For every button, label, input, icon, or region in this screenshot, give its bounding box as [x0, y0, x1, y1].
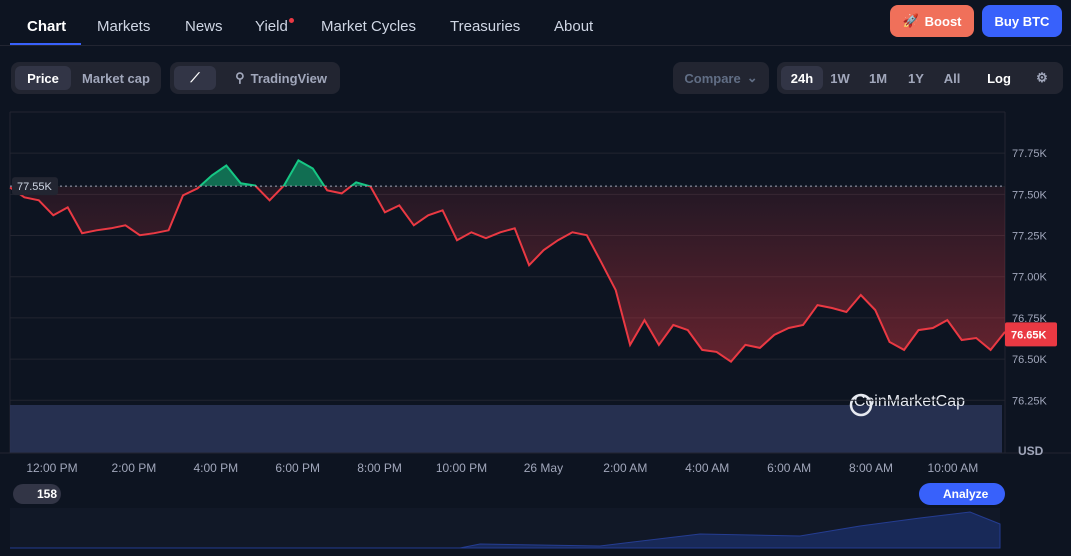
analyze-button[interactable]: [919, 483, 1005, 505]
marketcap-button[interactable]: Market cap: [82, 70, 150, 86]
line-button[interactable]: ⟋: [174, 66, 216, 90]
volume-area: [10, 405, 1002, 453]
x-tick-label: 8:00 AM: [849, 461, 893, 475]
chart-type: ⟋ ⚲ TradingView: [170, 62, 340, 94]
boost-button[interactable]: 🚀 Boost: [890, 5, 974, 37]
range-group: 24h 1W 1M 1Y All Log ⚙: [777, 62, 1063, 94]
tab-underline: [10, 43, 81, 45]
x-tick-label: 4:00 AM: [685, 461, 729, 475]
new-dot: [288, 18, 294, 23]
tradingview-button[interactable]: ⚲ TradingView: [235, 70, 327, 86]
price-toggle: Price Market cap: [11, 62, 161, 94]
compare-button[interactable]: Compare ⌄: [673, 62, 769, 94]
x-tick-label: 8:00 PM: [357, 461, 402, 475]
range-button[interactable]: 24h: [781, 66, 823, 90]
divider: [0, 45, 1071, 46]
badge: [13, 484, 61, 504]
y-tick-label: 76.25K: [1012, 395, 1048, 407]
x-tick-label: 6:00 PM: [275, 461, 320, 475]
y-tick-label: 77.00K: [1012, 272, 1048, 284]
range-button[interactable]: 1M: [868, 70, 888, 86]
settings-button[interactable]: ⚙: [1036, 70, 1048, 85]
last-price-box: [1005, 322, 1057, 347]
y-tick-label: 77.50K: [1012, 189, 1048, 201]
y-tick-label: 77.25K: [1012, 231, 1048, 243]
log-button[interactable]: Log: [987, 70, 1011, 86]
boost-label: Boost: [924, 13, 962, 29]
reference-label: 77.55K: [17, 181, 53, 193]
watermark-logo: [849, 393, 873, 417]
range-button[interactable]: All: [943, 70, 961, 86]
x-tick-label: 2:00 PM: [112, 461, 157, 475]
badge-label: 158: [37, 487, 57, 501]
watermark: CoinMarketCap: [854, 393, 965, 410]
compare-label: Compare ⌄: [684, 70, 758, 86]
nav-tab[interactable]: Treasuries: [450, 18, 521, 35]
nav-tab[interactable]: About: [554, 18, 594, 35]
nav-tab[interactable]: Market Cycles: [321, 18, 417, 35]
x-tick-label: 26 May: [524, 461, 563, 475]
tradingview-label: TradingView: [250, 70, 327, 86]
x-tick-label: 10:00 PM: [436, 461, 487, 475]
nav-tab[interactable]: Yield: [255, 18, 294, 35]
nav-tab[interactable]: News: [185, 18, 223, 35]
price-line: [9, 186, 1006, 364]
nav-tab[interactable]: Markets: [97, 18, 151, 35]
last-price-label: 76.65K: [1011, 329, 1047, 341]
x-tick-label: 4:00 PM: [193, 461, 238, 475]
reference-box: [12, 177, 58, 196]
x-tick-label: 6:00 AM: [767, 461, 811, 475]
x-tick-label: 10:00 AM: [928, 461, 979, 475]
compare-text: Compare: [684, 70, 741, 86]
x-tick-label: 12:00 PM: [26, 461, 77, 475]
price-button[interactable]: Price: [15, 66, 71, 90]
x-tick-label: 2:00 AM: [603, 461, 647, 475]
buy-button[interactable]: Buy BTC: [982, 5, 1062, 37]
analyze-label: Analyze: [943, 487, 989, 501]
minimap-area: [10, 511, 1001, 549]
y-tick-label: 76.50K: [1012, 354, 1048, 366]
currency-label: USD: [1018, 444, 1044, 458]
y-tick-label: 76.75K: [1012, 313, 1048, 325]
y-tick-label: 77.75K: [1012, 148, 1048, 160]
range-button[interactable]: 1Y: [908, 70, 924, 86]
range-button[interactable]: 1W: [830, 70, 850, 86]
nav-tab[interactable]: Chart: [27, 18, 67, 35]
price-area: [10, 186, 1005, 362]
